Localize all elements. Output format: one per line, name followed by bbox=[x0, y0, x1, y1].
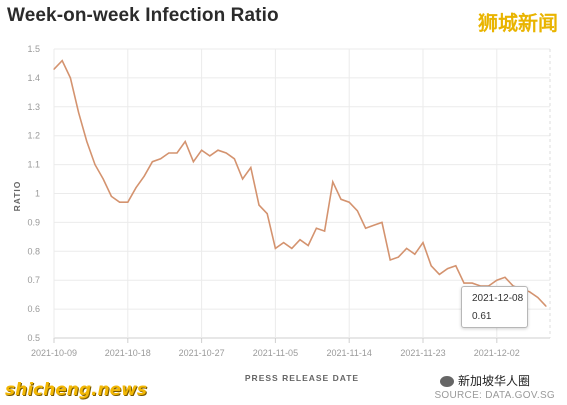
x-tick-label: 2021-12-02 bbox=[474, 348, 520, 358]
data-point bbox=[69, 77, 71, 79]
x-axis-label: PRESS RELEASE DATE bbox=[245, 373, 359, 383]
data-tooltip: 2021-12-08 0.61 bbox=[461, 286, 528, 328]
y-tick-label: 1 bbox=[35, 189, 40, 199]
data-point bbox=[266, 213, 268, 215]
data-point bbox=[332, 181, 334, 183]
data-point bbox=[258, 204, 260, 206]
x-tick-label: 2021-10-09 bbox=[31, 348, 77, 358]
data-point bbox=[274, 247, 276, 250]
brand-watermark-bottom: shicheng.news bbox=[5, 380, 147, 400]
data-point bbox=[463, 282, 465, 284]
y-axis-label: RATIO bbox=[12, 181, 22, 212]
y-tick-label: 1.3 bbox=[27, 102, 40, 112]
y-tick-label: 0.6 bbox=[27, 304, 40, 314]
x-tick-label: 2021-11-14 bbox=[327, 348, 372, 358]
tooltip-value: 0.61 bbox=[472, 311, 492, 322]
data-point bbox=[168, 152, 170, 154]
data-point bbox=[504, 276, 506, 278]
data-point bbox=[127, 201, 129, 203]
brand-watermark-top: 狮城新闻 bbox=[478, 11, 558, 35]
y-tick-label: 0.8 bbox=[27, 246, 40, 256]
data-point bbox=[61, 59, 63, 62]
x-axis-ticks: 2021-10-09 2021-10-18 2021-10-27 2021-11-05… bbox=[31, 348, 520, 358]
data-point bbox=[373, 224, 375, 226]
data-point bbox=[406, 247, 408, 250]
x-tick-label: 2021-10-27 bbox=[179, 348, 225, 358]
data-point bbox=[283, 242, 285, 244]
chart-grid bbox=[53, 48, 551, 343]
data-point bbox=[438, 273, 440, 276]
data-point bbox=[151, 161, 153, 163]
data-point bbox=[348, 201, 350, 203]
y-axis-ticks: 0.5 0.6 0.7 0.8 0.9 1 1.1 1.2 1.3 1.4 1.5 bbox=[27, 44, 40, 343]
data-point bbox=[291, 247, 293, 250]
data-point bbox=[217, 149, 219, 151]
data-point bbox=[201, 149, 203, 151]
data-point bbox=[430, 265, 432, 267]
data-point bbox=[94, 164, 96, 166]
wechat-badge: 新加坡华人圈 bbox=[440, 372, 530, 389]
y-tick-label: 1.2 bbox=[27, 131, 40, 141]
data-point bbox=[209, 155, 211, 157]
y-tick-label: 1.1 bbox=[27, 160, 40, 170]
x-tick-label: 2021-11-05 bbox=[253, 348, 298, 358]
data-point bbox=[447, 268, 449, 270]
data-point bbox=[78, 111, 80, 114]
data-point bbox=[242, 178, 244, 180]
data-point bbox=[225, 152, 227, 154]
data-point bbox=[299, 239, 301, 241]
data-point bbox=[176, 152, 178, 154]
data-point bbox=[315, 227, 317, 229]
data-point bbox=[545, 305, 547, 307]
y-tick-label: 1.4 bbox=[27, 73, 40, 83]
data-point bbox=[422, 242, 424, 244]
data-point bbox=[102, 178, 104, 180]
wechat-label: 新加坡华人圈 bbox=[458, 374, 531, 388]
data-point bbox=[250, 166, 252, 169]
y-tick-label: 1.5 bbox=[27, 44, 40, 54]
tooltip-date: 2021-12-08 bbox=[472, 293, 524, 304]
chart-title: Week-on-week Infection Ratio bbox=[7, 5, 279, 26]
data-point bbox=[455, 265, 457, 267]
data-point bbox=[365, 227, 367, 229]
data-point bbox=[340, 198, 342, 200]
x-tick-label: 2021-10-18 bbox=[105, 348, 151, 358]
data-point bbox=[53, 68, 55, 70]
data-point bbox=[356, 210, 358, 212]
data-point bbox=[192, 161, 194, 163]
data-point bbox=[110, 195, 112, 197]
data-point bbox=[184, 140, 186, 143]
data-point bbox=[537, 296, 539, 299]
data-point bbox=[496, 279, 498, 281]
data-point bbox=[160, 158, 162, 160]
data-point bbox=[471, 282, 473, 284]
x-tick-label: 2021-11-23 bbox=[400, 348, 445, 358]
data-point bbox=[119, 201, 121, 203]
data-point bbox=[414, 253, 416, 255]
data-point bbox=[307, 244, 309, 247]
y-tick-label: 0.5 bbox=[27, 333, 40, 343]
data-point bbox=[389, 259, 391, 261]
data-point bbox=[86, 140, 88, 143]
wechat-icon bbox=[440, 376, 454, 388]
data-point bbox=[324, 230, 326, 232]
y-tick-label: 0.7 bbox=[27, 275, 40, 285]
source-note: SOURCE: DATA.GOV.SG bbox=[434, 390, 555, 401]
data-point bbox=[397, 256, 399, 258]
data-point bbox=[529, 291, 531, 293]
y-tick-label: 0.9 bbox=[27, 217, 40, 227]
data-point bbox=[233, 158, 235, 160]
data-point bbox=[143, 175, 145, 177]
data-point bbox=[135, 187, 137, 189]
data-point bbox=[381, 221, 383, 223]
